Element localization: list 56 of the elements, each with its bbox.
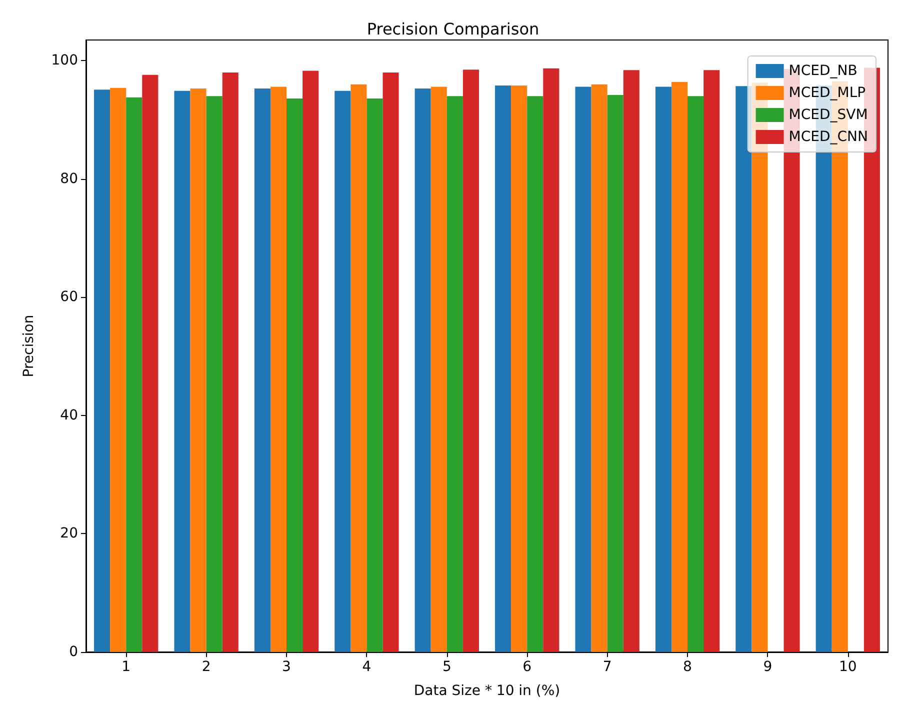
legend-label: MCED_NB [788,63,858,79]
y-tick-label: 60 [60,289,78,306]
bar [704,70,720,652]
x-tick-label: 8 [683,659,692,675]
y-axis-title: Precision [21,314,37,378]
bar [254,88,270,652]
bar [688,96,704,652]
x-tick-label: 5 [442,659,452,675]
bar [286,98,303,652]
bar [110,88,126,652]
bar [462,70,479,652]
bar [366,98,383,652]
bar [222,72,238,652]
bar [446,96,463,652]
bar [511,86,528,652]
bar [270,86,286,652]
x-tick-label: 7 [602,659,612,675]
bar [382,72,399,652]
bar [671,82,688,652]
bar [350,84,367,652]
x-tick-label: 1 [122,659,131,675]
bar [623,70,640,652]
y-tick-label: 80 [60,170,78,187]
y-tick-label: 40 [60,407,78,424]
bar [655,86,672,652]
legend-label: MCED_MLP [788,85,866,101]
bar [430,86,447,652]
bar [190,88,206,652]
bar [591,84,608,652]
x-tick-label: 3 [282,659,291,675]
bar [94,90,110,652]
y-tick-label: 0 [69,644,78,660]
y-tick-label: 100 [51,52,78,69]
bar [142,74,158,652]
x-tick-label: 4 [362,659,372,675]
x-tick-label: 9 [763,659,772,675]
x-tick-label: 10 [838,659,857,675]
y-tick-label: 20 [60,526,78,542]
bar [736,86,752,652]
chart-title: Precision Comparison [366,20,540,38]
bar [607,94,624,652]
bar [543,68,560,652]
bar [206,96,222,652]
bar [174,90,190,652]
legend-label: MCED_SVM [788,107,868,123]
bar [575,86,592,652]
bar [302,70,319,652]
bar [414,88,431,652]
x-axis-title: Data Size * 10 in (%) [414,683,560,699]
bar [126,97,142,652]
legend-label: MCED_CNN [788,129,868,145]
x-tick-label: 2 [202,659,211,675]
bar [527,96,544,652]
bar [495,86,512,652]
x-tick-label: 6 [522,659,532,675]
bar [334,90,351,652]
